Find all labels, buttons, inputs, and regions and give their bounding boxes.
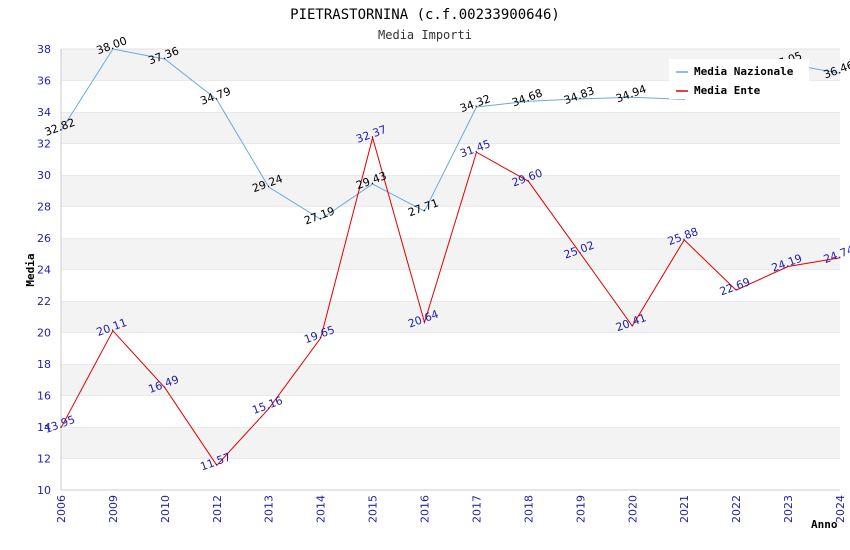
y-tick-label: 12 [37,453,51,466]
legend-label-media-nazionale: Media Nazionale [694,65,794,78]
grid-band [61,458,840,490]
y-tick-label: 22 [37,295,51,308]
y-axis-label: Media [24,253,37,286]
y-tick-label: 38 [37,43,51,56]
grid-band [61,364,840,396]
y-tick-label: 28 [37,201,51,214]
axes [60,49,840,491]
legend: Media Nazionale Media Ente [669,59,809,99]
grid-band [61,175,840,207]
y-tick-label: 30 [37,169,51,182]
x-tick-label: 2020 [626,495,639,523]
x-tick-label: 2015 [367,495,380,523]
y-tick-label: 18 [37,358,51,371]
legend-box [669,59,809,99]
x-tick-label: 2009 [107,495,120,523]
y-tick-label: 14 [37,421,51,434]
grid-band [61,332,840,364]
x-tick-label: 2016 [419,495,432,523]
grid-band [61,238,840,270]
legend-label-media-ente: Media Ente [694,84,761,97]
x-tick-label: 2019 [574,495,587,523]
x-tick-label: 2017 [470,495,483,523]
x-tick-label: 2024 [834,495,847,523]
grid-band [61,206,840,238]
x-tick-label: 2021 [678,495,691,523]
y-tick-label: 26 [37,232,51,245]
x-tick-label: 2010 [159,495,172,523]
x-tick-label: 2013 [263,495,276,523]
y-tick-label: 24 [37,264,51,277]
y-tick-labels: 10 12 14 16 18 20 22 24 26 28 30 32 34 36 38 [37,43,51,497]
grid-band [61,395,840,427]
y-tick-label: 10 [37,484,51,497]
y-tick-label: 32 [37,138,51,151]
chart-title: PIETRASTORNINA (c.f.00233900646) [290,7,560,23]
x-axis-label: Anno [811,518,838,531]
chart-subtitle: Media Importi [378,28,472,42]
x-tick-label: 2018 [522,495,535,523]
grid-band [61,301,840,333]
grid-bands [61,48,840,490]
x-tick-label: 2022 [730,495,743,523]
y-tick-label: 36 [37,75,51,88]
series-line-media-ente [60,135,841,467]
grid-band [61,427,840,459]
x-tick-label: 2014 [315,495,328,523]
x-tick-label: 2012 [211,495,224,523]
x-tick-label: 2023 [782,495,795,523]
y-tick-label: 20 [37,327,51,340]
grid-band [61,112,840,144]
y-tick-label: 16 [37,390,51,403]
x-tick-label: 2006 [55,495,68,523]
grid-band [61,269,840,301]
x-tick-labels: 2006 2009 2010 2012 2013 2014 2015 2016 2017 2018… [55,495,847,523]
y-tick-label: 34 [37,106,51,119]
